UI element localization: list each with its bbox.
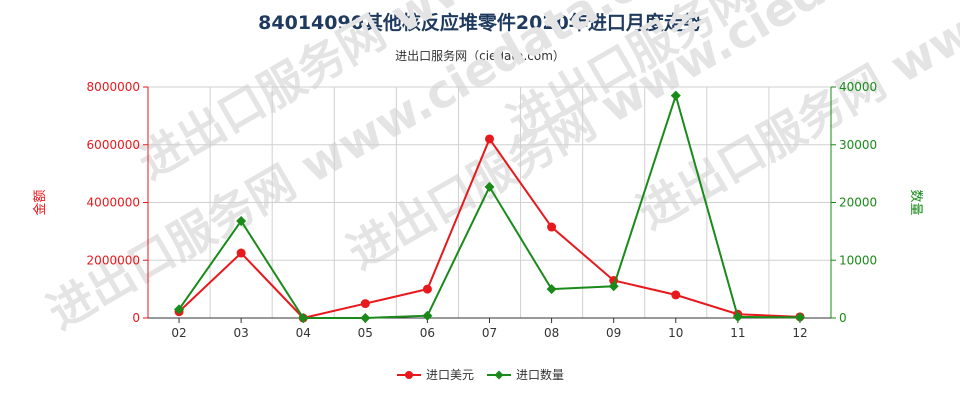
legend-label-1: 进口美元 [426, 368, 474, 382]
series-2-point [794, 312, 805, 323]
x-tick-label: 05 [358, 326, 373, 340]
y-right-tick-label: 10000 [839, 253, 877, 267]
series-1-point [422, 284, 432, 294]
x-tick-label: 09 [606, 326, 621, 340]
series-2-point [608, 281, 619, 292]
chart-subtitle: 进出口服务网（ciedata.com） [395, 49, 565, 63]
legend-label-2: 进口数量 [516, 367, 564, 382]
legend-marker-1 [405, 371, 413, 379]
x-tick-label: 08 [544, 326, 559, 340]
x-tick-label: 12 [792, 326, 807, 340]
x-tick-label: 02 [171, 326, 186, 340]
series-2-point [360, 313, 371, 323]
series-2-point [236, 215, 247, 226]
series-2-point [422, 310, 433, 321]
y-left-tick-label: 6000000 [87, 138, 140, 152]
series-2-point [546, 284, 557, 295]
series-1-point [547, 222, 557, 232]
legend-marker-2 [494, 370, 504, 380]
y-right-tick-label: 20000 [839, 196, 877, 210]
series-2-point [174, 304, 185, 315]
y-left-tick-label: 8000000 [87, 80, 140, 94]
y-left-tick-label: 4000000 [87, 196, 140, 210]
x-tick-label: 10 [668, 326, 683, 340]
y-left-axis-label: 金额 [32, 189, 48, 215]
chart-title: 84014090其他核反应堆零件2020年进口月度走势 [258, 12, 702, 34]
x-tick-label: 07 [482, 326, 497, 340]
series-1-point [485, 134, 494, 144]
series-2-point [670, 90, 681, 101]
x-tick-label: 03 [233, 326, 248, 340]
x-tick-label: 06 [420, 326, 435, 340]
y-right-tick-label: 40000 [839, 80, 877, 94]
y-left-tick-label: 2000000 [87, 253, 140, 267]
series-1-point [236, 248, 246, 258]
y-right-tick-label: 30000 [839, 138, 877, 152]
series-1-point [671, 290, 681, 300]
x-tick-label: 11 [730, 326, 745, 340]
series-2-point [732, 311, 743, 322]
y-left-tick-label: 0 [132, 311, 140, 325]
series-2-point [484, 181, 495, 192]
series-1-point [360, 299, 370, 309]
series-2-point [298, 313, 309, 323]
y-right-axis-label: 数量 [908, 189, 923, 215]
y-right-tick-label: 0 [839, 311, 847, 325]
x-tick-label: 04 [296, 326, 311, 340]
